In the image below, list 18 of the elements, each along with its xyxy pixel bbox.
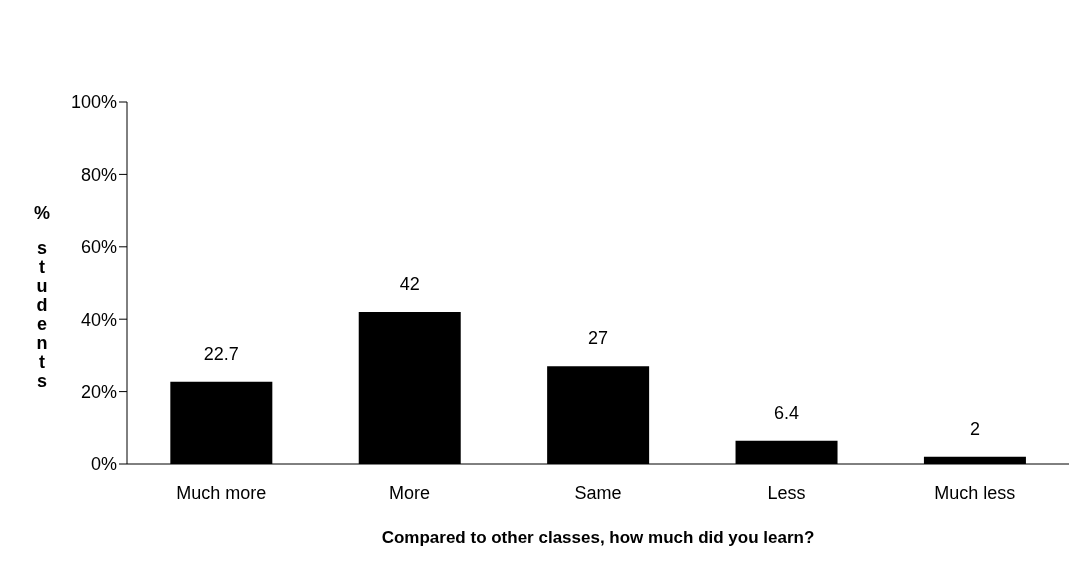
y-tick-label: 0% xyxy=(90,454,117,475)
x-tick-label: More xyxy=(389,482,431,503)
x-tick-label: Same xyxy=(574,482,622,503)
x-tick-label: Much more xyxy=(176,482,267,503)
text: % students xyxy=(33,203,50,391)
y-tick-label: 20% xyxy=(80,381,117,402)
data-label: 2 xyxy=(969,418,980,439)
y-tick-label: 40% xyxy=(80,309,117,330)
y-tick-label: 100% xyxy=(70,92,117,113)
y-tick-label: 60% xyxy=(80,237,117,258)
data-label: 27 xyxy=(588,328,609,349)
x-tick-label: Less xyxy=(767,482,806,503)
data-label: 42 xyxy=(399,273,420,294)
data-label: 6.4 xyxy=(774,402,800,423)
y-tick-label: 80% xyxy=(80,164,117,185)
data-label: 22.7 xyxy=(203,343,239,364)
x-axis-title: Compared to other classes, how much did you learn? xyxy=(380,528,816,548)
x-tick-label: Much less xyxy=(934,482,1016,503)
